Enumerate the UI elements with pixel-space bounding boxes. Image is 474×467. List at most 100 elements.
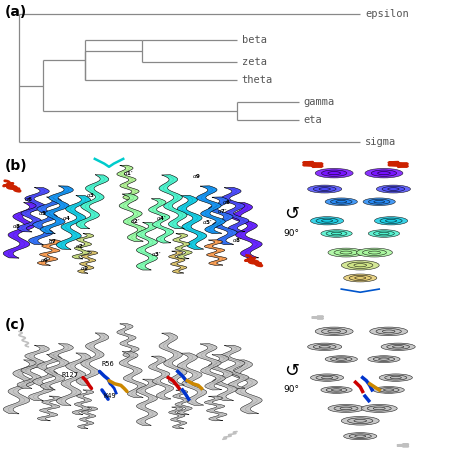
- Text: $\alpha$8': $\alpha$8': [232, 236, 242, 244]
- Polygon shape: [78, 407, 98, 429]
- Polygon shape: [72, 234, 94, 259]
- Polygon shape: [117, 324, 139, 358]
- Ellipse shape: [328, 404, 364, 412]
- Polygon shape: [78, 251, 98, 273]
- Ellipse shape: [341, 417, 379, 425]
- Ellipse shape: [321, 219, 333, 222]
- Polygon shape: [17, 345, 49, 389]
- Polygon shape: [56, 195, 91, 249]
- Text: (a): (a): [5, 5, 27, 19]
- Ellipse shape: [330, 199, 352, 204]
- Ellipse shape: [379, 374, 412, 382]
- Ellipse shape: [319, 188, 330, 191]
- Polygon shape: [204, 396, 227, 421]
- Ellipse shape: [340, 251, 352, 254]
- Ellipse shape: [367, 406, 391, 411]
- Text: ↺: ↺: [284, 362, 299, 381]
- Ellipse shape: [354, 419, 366, 422]
- Polygon shape: [173, 234, 192, 259]
- Polygon shape: [169, 407, 187, 429]
- Text: $\alpha$2': $\alpha$2': [130, 217, 140, 225]
- Ellipse shape: [319, 346, 330, 348]
- Ellipse shape: [316, 375, 338, 380]
- Ellipse shape: [328, 248, 364, 257]
- Ellipse shape: [376, 328, 401, 334]
- Polygon shape: [173, 390, 192, 415]
- Ellipse shape: [365, 169, 403, 178]
- Polygon shape: [209, 197, 237, 245]
- Text: $\alpha$7': $\alpha$7': [217, 207, 227, 215]
- Text: $\alpha$3': $\alpha$3': [151, 250, 162, 258]
- Ellipse shape: [392, 346, 404, 348]
- Ellipse shape: [308, 343, 342, 351]
- Polygon shape: [209, 354, 237, 401]
- Polygon shape: [3, 360, 39, 414]
- Ellipse shape: [363, 198, 395, 205]
- Text: $\alpha$7: $\alpha$7: [48, 237, 56, 246]
- Ellipse shape: [326, 231, 347, 236]
- Polygon shape: [159, 333, 187, 385]
- Text: (b): (b): [5, 159, 27, 173]
- Polygon shape: [28, 197, 62, 245]
- Polygon shape: [149, 356, 173, 399]
- Ellipse shape: [381, 343, 415, 351]
- Ellipse shape: [330, 357, 352, 361]
- Polygon shape: [177, 195, 207, 249]
- Ellipse shape: [380, 218, 402, 224]
- Ellipse shape: [379, 232, 389, 235]
- Ellipse shape: [310, 217, 344, 225]
- Polygon shape: [72, 390, 94, 415]
- Polygon shape: [197, 344, 225, 390]
- Ellipse shape: [382, 186, 405, 191]
- Ellipse shape: [356, 248, 392, 257]
- Text: beta: beta: [242, 35, 267, 45]
- Ellipse shape: [374, 231, 394, 236]
- Polygon shape: [28, 354, 62, 401]
- Ellipse shape: [385, 219, 397, 222]
- Ellipse shape: [361, 404, 397, 412]
- Text: $\alpha$4': $\alpha$4': [156, 213, 166, 222]
- Ellipse shape: [349, 434, 371, 439]
- Polygon shape: [117, 165, 139, 200]
- Ellipse shape: [376, 185, 410, 193]
- Polygon shape: [197, 186, 225, 234]
- Ellipse shape: [387, 344, 410, 349]
- Ellipse shape: [313, 344, 336, 349]
- Text: (c): (c): [5, 318, 26, 332]
- Polygon shape: [220, 345, 249, 389]
- Ellipse shape: [388, 188, 399, 191]
- Ellipse shape: [374, 217, 408, 225]
- Ellipse shape: [368, 356, 400, 362]
- Polygon shape: [76, 333, 109, 385]
- Ellipse shape: [328, 171, 340, 175]
- Ellipse shape: [321, 328, 347, 334]
- Polygon shape: [204, 240, 227, 265]
- Text: epsilon: epsilon: [365, 9, 409, 19]
- Text: $\alpha$6: $\alpha$6: [24, 195, 33, 203]
- Ellipse shape: [341, 261, 379, 270]
- Ellipse shape: [390, 376, 401, 379]
- Ellipse shape: [368, 199, 390, 204]
- Polygon shape: [169, 251, 187, 273]
- Text: $\alpha$8: $\alpha$8: [12, 221, 21, 230]
- Polygon shape: [149, 198, 173, 243]
- Polygon shape: [177, 353, 207, 405]
- Text: $\alpha$5: $\alpha$5: [38, 209, 47, 217]
- Ellipse shape: [379, 358, 389, 360]
- Ellipse shape: [373, 357, 395, 361]
- Ellipse shape: [355, 276, 366, 279]
- Ellipse shape: [370, 327, 408, 336]
- Ellipse shape: [315, 169, 353, 178]
- Polygon shape: [37, 396, 62, 421]
- Ellipse shape: [378, 171, 390, 175]
- Text: K49: K49: [103, 393, 116, 399]
- Text: $\alpha$4: $\alpha$4: [62, 213, 71, 222]
- Ellipse shape: [316, 218, 338, 224]
- Text: gamma: gamma: [303, 97, 335, 107]
- Text: ↺: ↺: [284, 205, 299, 223]
- Ellipse shape: [334, 406, 358, 411]
- Text: R56: R56: [102, 361, 115, 367]
- Ellipse shape: [385, 375, 407, 380]
- Polygon shape: [231, 360, 262, 414]
- Ellipse shape: [310, 374, 344, 382]
